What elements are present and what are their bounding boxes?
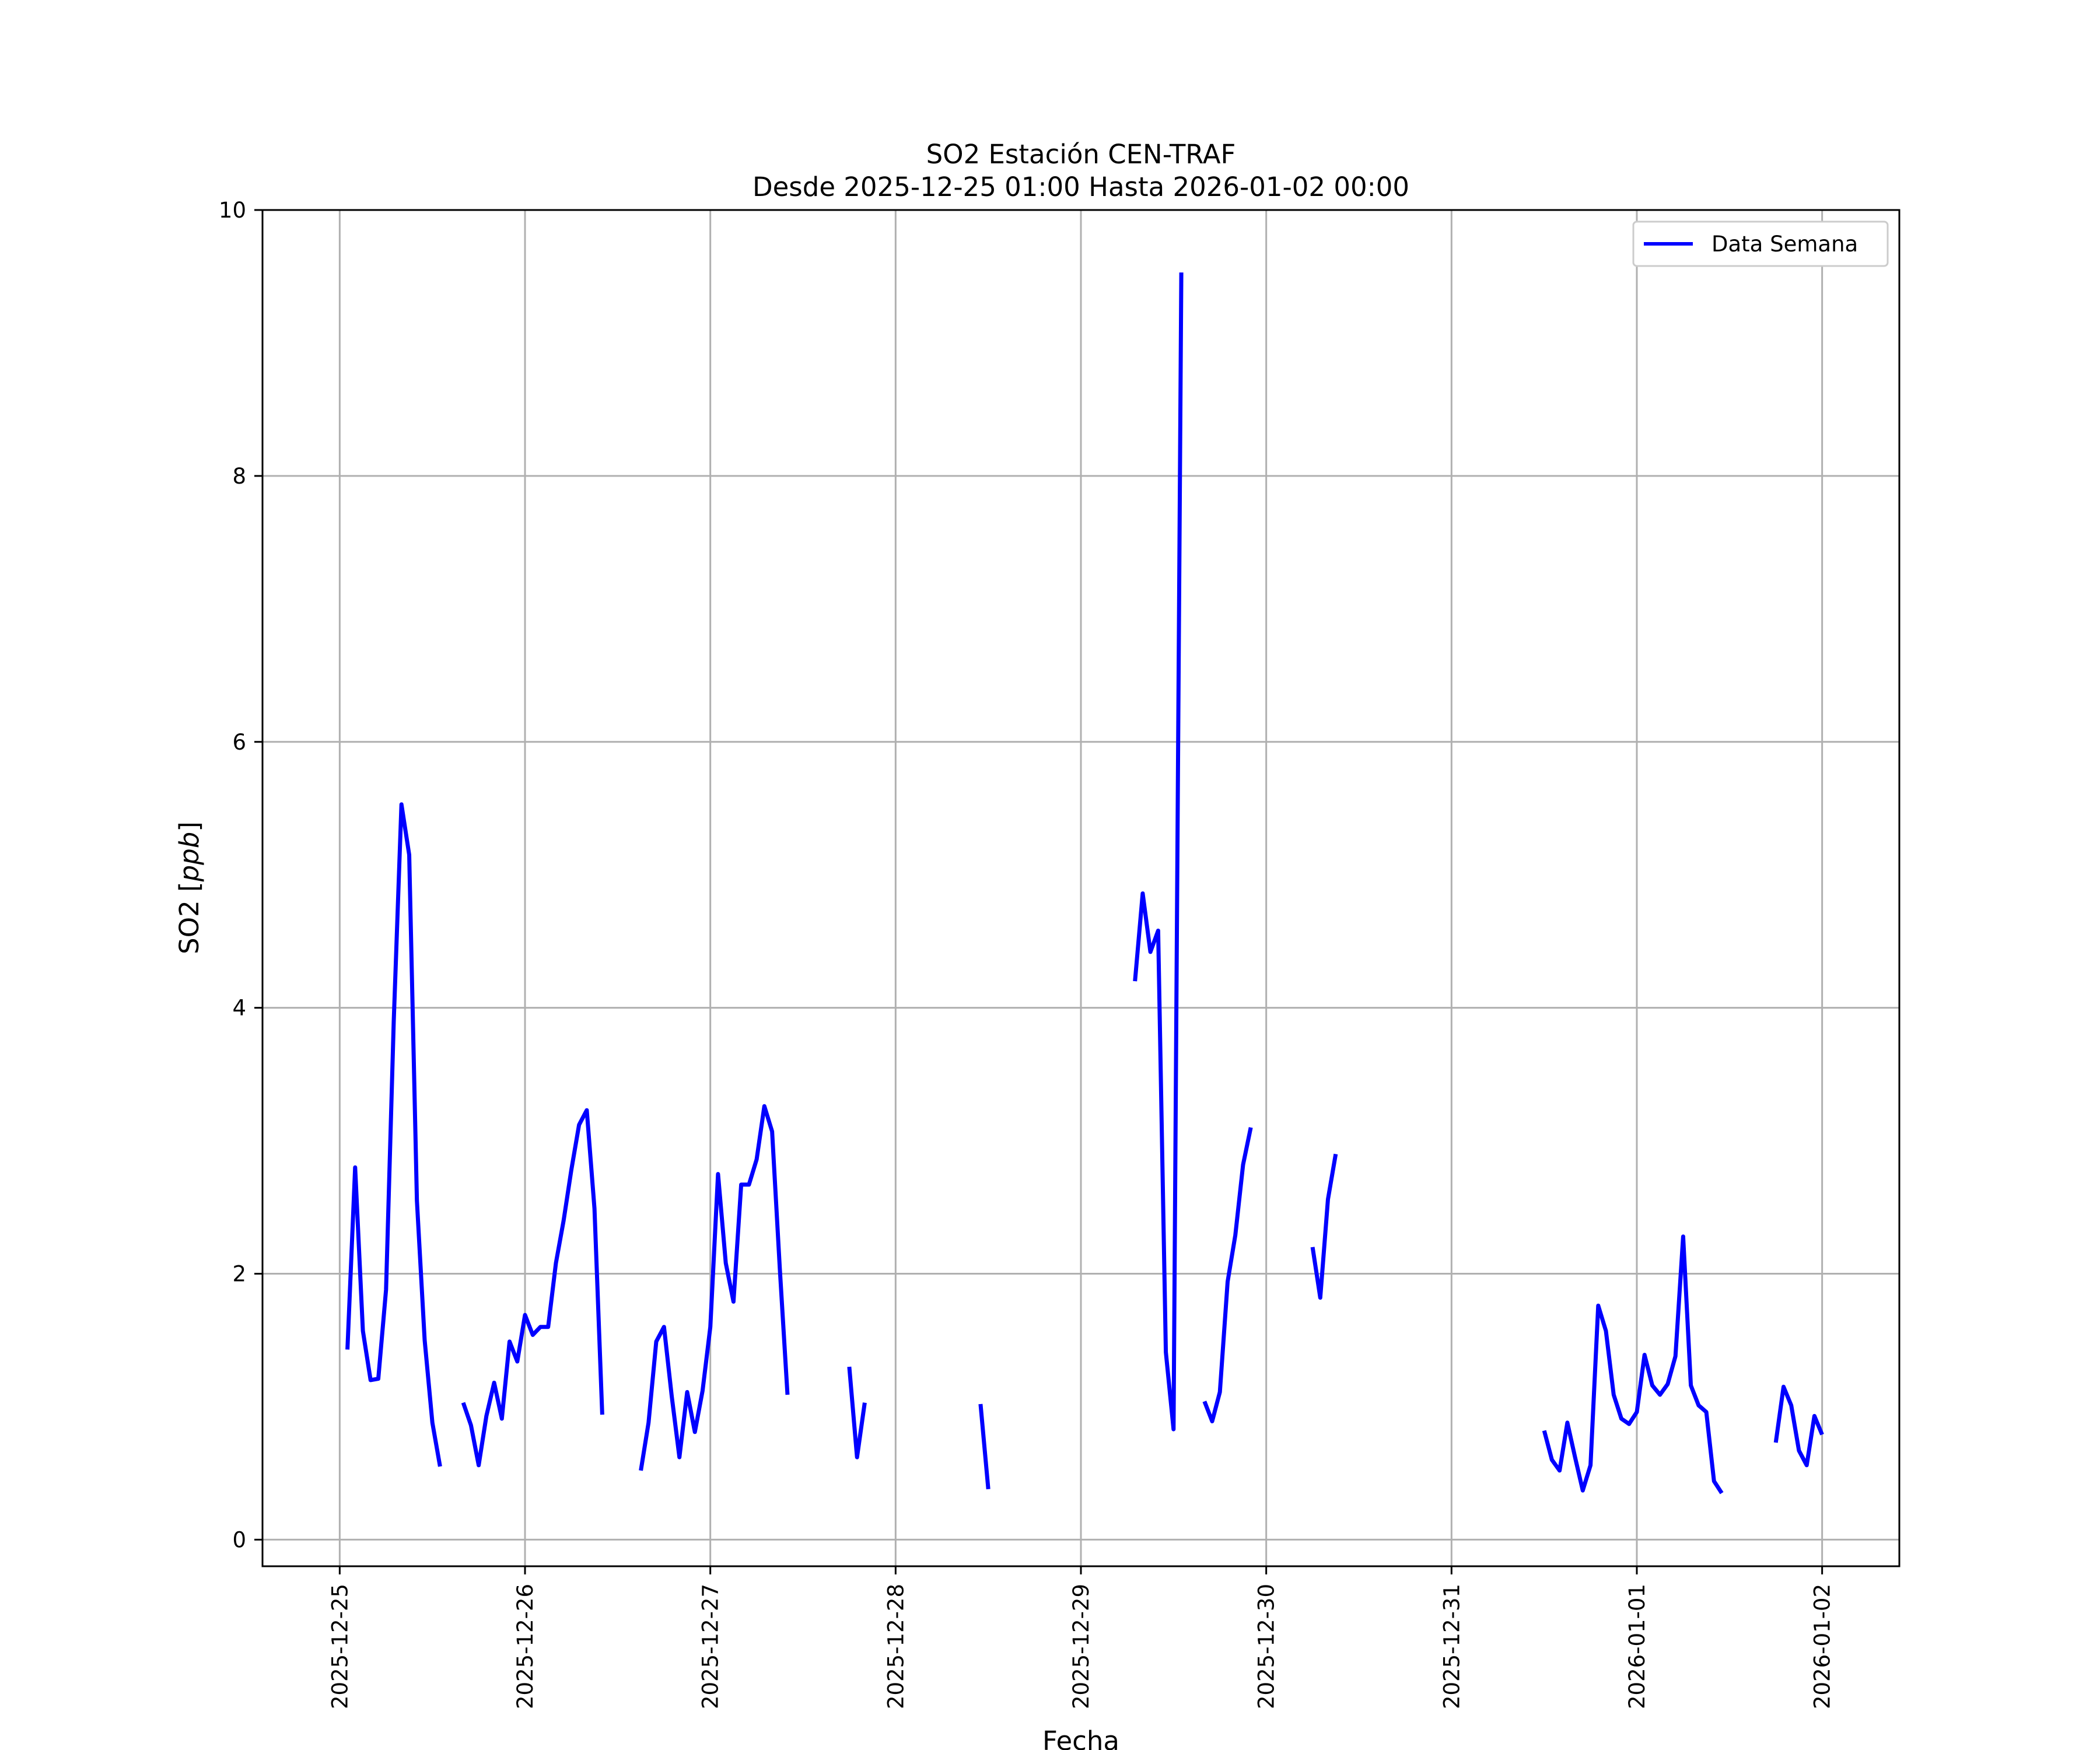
x-tick-label: 2025-12-29	[1069, 1584, 1094, 1709]
plot-area	[261, 209, 1901, 1567]
series-line-segment	[1542, 1234, 1724, 1494]
x-tick-label: 2025-12-26	[513, 1584, 538, 1709]
series-line-segment	[1202, 1127, 1253, 1423]
series-line-segment	[1310, 1153, 1338, 1300]
legend: Data Semana	[1632, 220, 1889, 267]
y-tick-label: 8	[232, 464, 246, 489]
legend-box	[1632, 220, 1889, 267]
x-tick-label: 2026-01-02	[1810, 1584, 1835, 1709]
y-axis-label: SO2 [ppb]	[174, 821, 205, 954]
x-tick-label: 2026-01-01	[1625, 1584, 1650, 1709]
series-data-semana	[345, 272, 1824, 1494]
y-axis: 0 2 4 6 8 10	[219, 198, 262, 1552]
x-tick-label: 2025-12-27	[698, 1584, 723, 1709]
y-tick-label: 2	[232, 1262, 246, 1287]
series-line-segment	[345, 802, 442, 1467]
x-tick-label: 2025-12-28	[883, 1584, 908, 1709]
series-line-segment	[639, 1104, 790, 1471]
y-axis-label-unit: ppb	[174, 832, 205, 883]
series-line-segment	[1773, 1384, 1824, 1468]
chart-subtitle: Desde 2025-12-25 01:00 Hasta 2026-01-02 …	[752, 172, 1409, 202]
x-tick-label: 2025-12-25	[327, 1584, 352, 1709]
x-axis-label: Fecha	[1042, 1726, 1119, 1750]
y-tick-label: 10	[219, 198, 246, 223]
y-tick-label: 6	[232, 730, 246, 755]
y-tick-label: 0	[232, 1527, 246, 1552]
y-axis-label-close: ]	[174, 821, 205, 832]
legend-label-data-semana: Data Semana	[1712, 232, 1858, 257]
chart-title: SO2 Estación CEN-TRAF	[926, 139, 1236, 170]
series-line-segment	[847, 1366, 867, 1460]
y-tick-label: 4	[232, 996, 246, 1021]
x-gridlines	[338, 210, 1824, 1566]
x-axis: 2025-12-25 2025-12-26 2025-12-27 2025-12-28…	[327, 1566, 1835, 1709]
series-line-segment	[1133, 272, 1184, 1432]
x-tick-label: 2025-12-31	[1439, 1584, 1464, 1709]
series-line-segment	[978, 1404, 991, 1490]
x-tick-label: 2025-12-30	[1254, 1584, 1279, 1709]
y-axis-label-main: SO2 [	[174, 881, 205, 954]
series-line-segment	[461, 1108, 604, 1468]
